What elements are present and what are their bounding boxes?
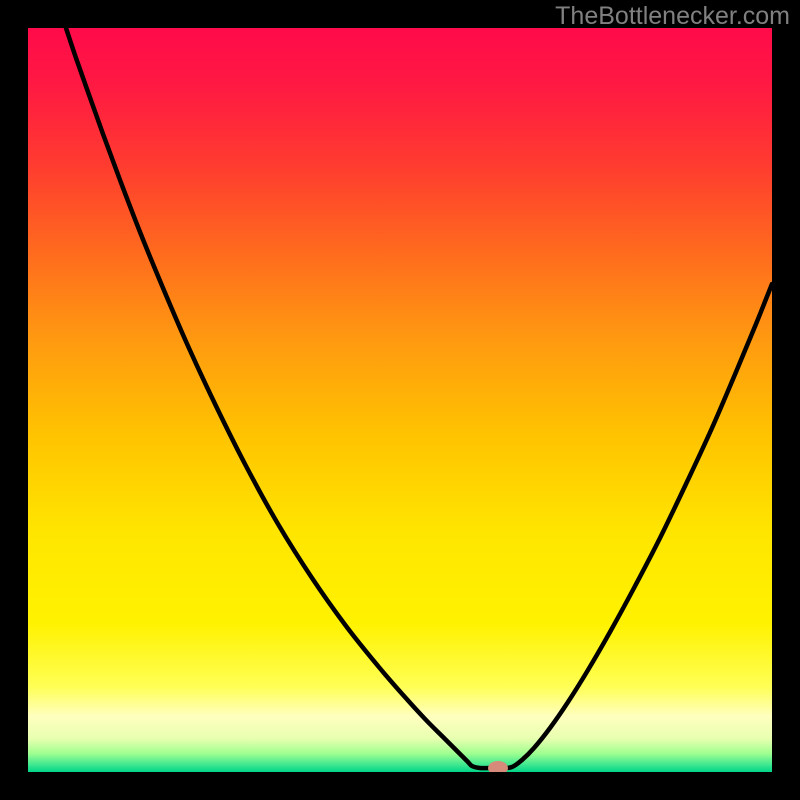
watermark-text: TheBottlenecker.com [555,2,790,31]
chart-canvas: TheBottlenecker.com [0,0,800,800]
plot-area [28,28,772,772]
gradient-background [28,28,772,772]
